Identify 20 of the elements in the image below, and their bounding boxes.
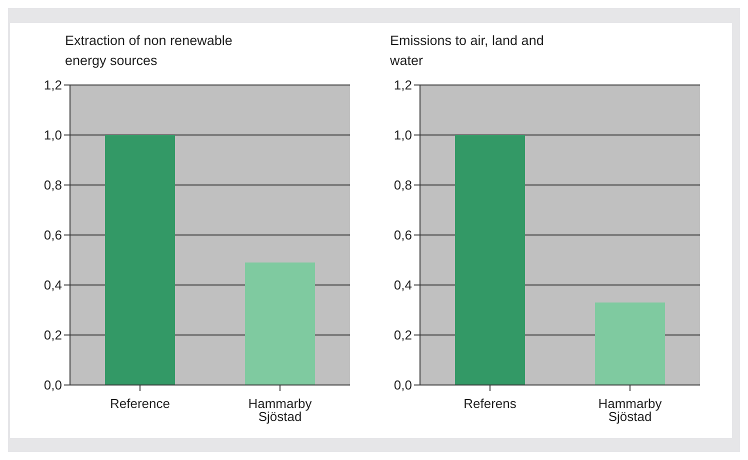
x-tick-label: Hammarby Sjöstad <box>598 396 662 424</box>
y-tick-label: 1,2 <box>44 78 62 93</box>
chart-title: Emissions to air, land and water <box>390 32 545 70</box>
y-tick-label: 0,0 <box>44 378 62 393</box>
y-tick-label: 0,4 <box>44 278 62 293</box>
x-tick-label: Reference <box>110 396 170 412</box>
y-tick-label: 1,0 <box>44 128 62 143</box>
y-tick-label: 0,6 <box>44 228 62 243</box>
y-tick-label: 0,6 <box>394 228 412 243</box>
chart-title: Extraction of non renewable energy sources <box>65 32 234 70</box>
y-tick-label: 1,0 <box>394 128 412 143</box>
y-tick-label: 0,8 <box>44 178 62 193</box>
y-tick-label: 1,2 <box>394 78 412 93</box>
x-tick-label: Hammarby Sjöstad <box>248 396 312 424</box>
y-tick-label: 0,4 <box>394 278 412 293</box>
x-tick-label: Referens <box>464 396 517 412</box>
y-tick-label: 0,2 <box>394 328 412 343</box>
y-tick-label: 0,0 <box>394 378 412 393</box>
y-tick-label: 0,8 <box>394 178 412 193</box>
y-tick-label: 0,2 <box>44 328 62 343</box>
